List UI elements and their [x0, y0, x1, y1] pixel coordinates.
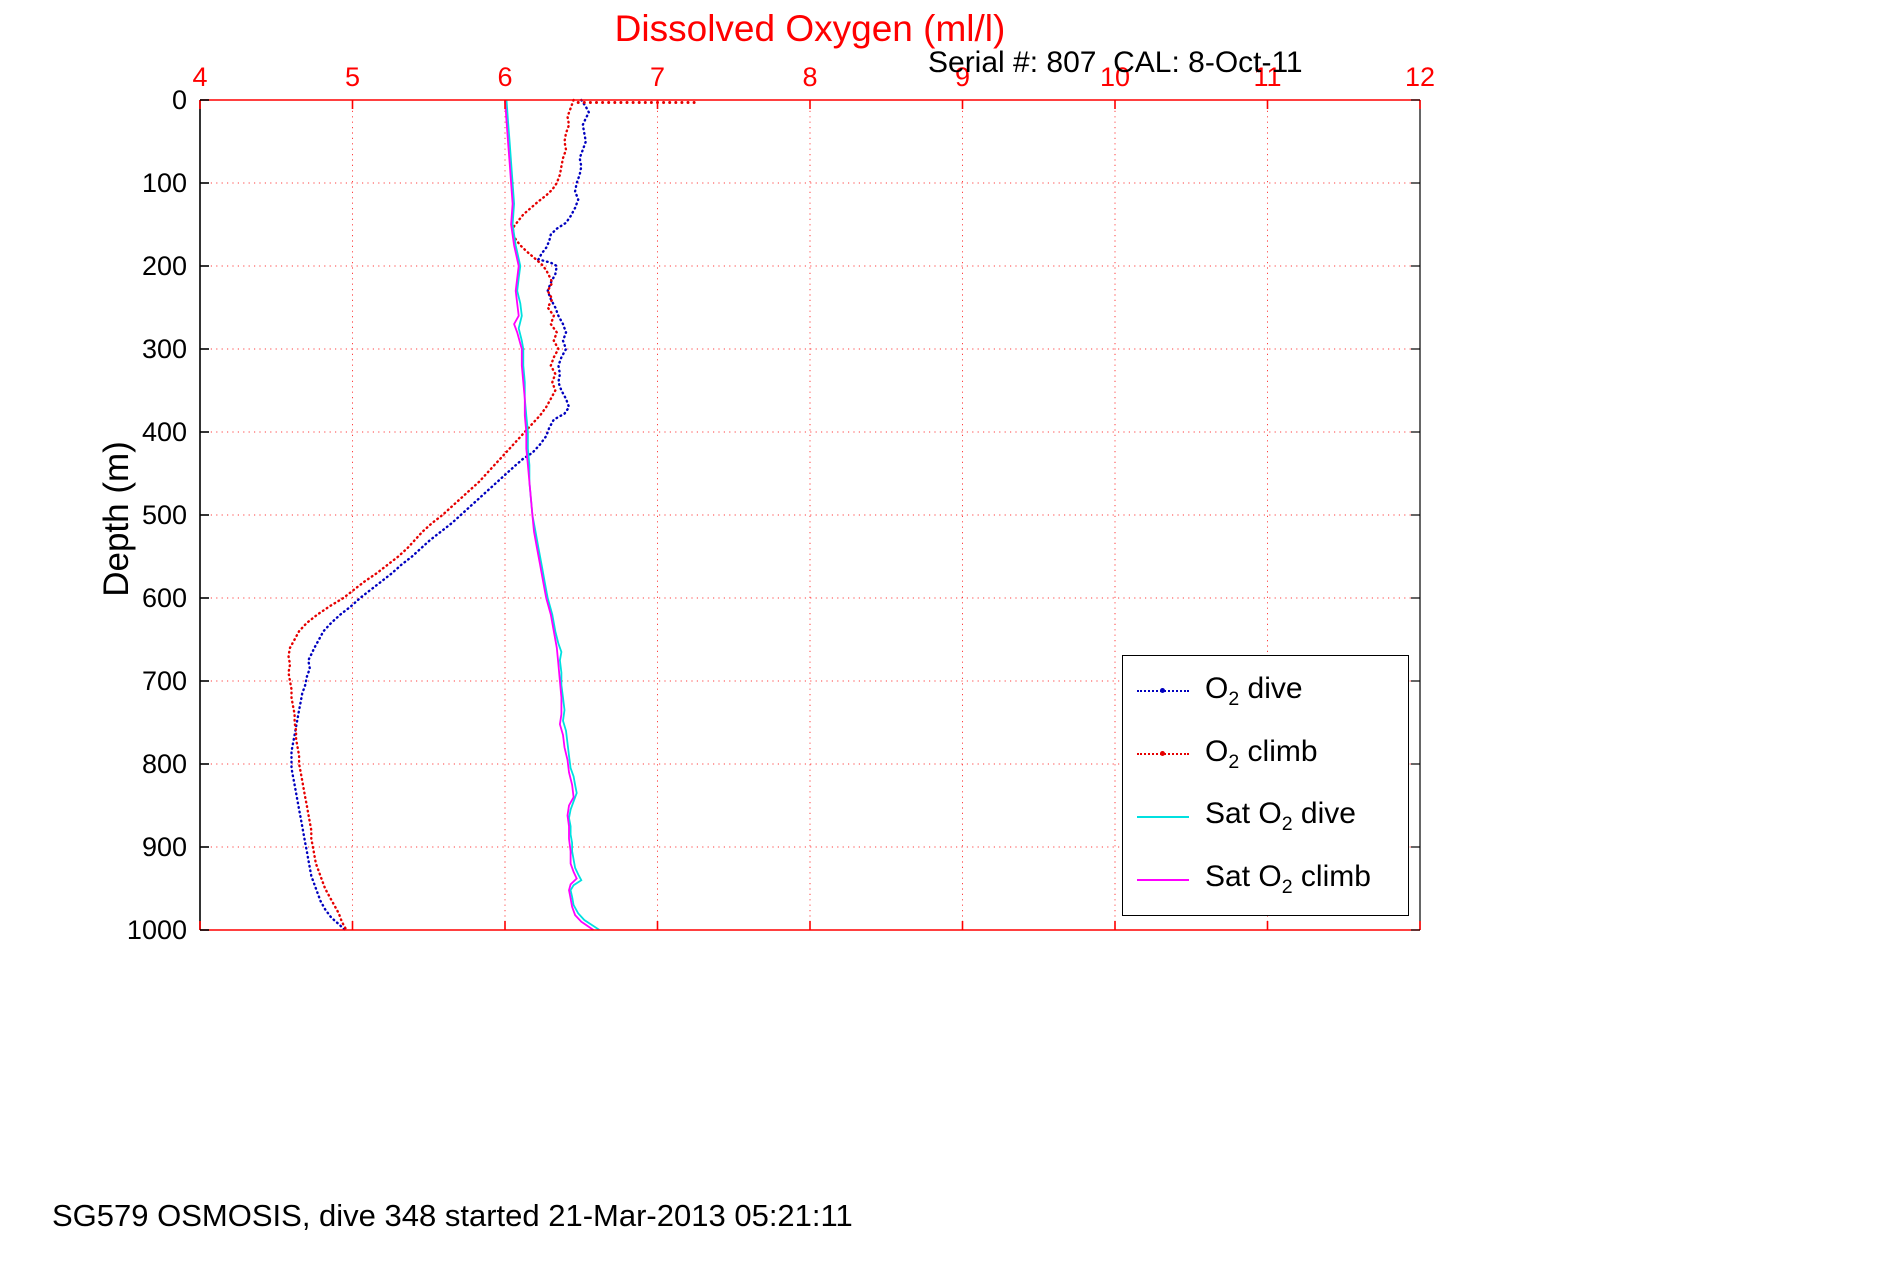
serial-annotation: Serial #: 807 CAL: 8-Oct-11	[928, 46, 1303, 79]
legend-line-sample	[1137, 688, 1189, 694]
series-sat-o2-climb	[504, 99, 595, 931]
x-tick-label: 11	[1253, 62, 1281, 92]
x-tick-label: 12	[1405, 62, 1435, 92]
series-sat-o2-dive	[505, 99, 600, 931]
chart-title: Dissolved Oxygen (ml/l)	[614, 8, 1006, 49]
legend-item-sat-o2-dive: Sat O2 dive	[1123, 787, 1408, 847]
y-tick-label: 0	[172, 85, 187, 115]
surface-scatter-point	[643, 100, 647, 104]
legend-line-sample	[1137, 878, 1189, 882]
x-tick-label: 9	[955, 62, 970, 92]
legend-label: O2 climb	[1205, 734, 1318, 773]
legend-label: O2 dive	[1205, 671, 1303, 710]
legend-item-o2-dive: O2 dive	[1123, 661, 1408, 721]
y-tick-label: 800	[142, 749, 187, 779]
surface-scatter-point	[680, 100, 684, 104]
x-tick-label: 10	[1100, 62, 1130, 92]
surface-scatter-point	[692, 100, 696, 104]
y-tick-label: 600	[142, 583, 187, 613]
surface-scatter-point	[588, 100, 592, 104]
y-tick-label: 400	[142, 417, 187, 447]
surface-scatter-point	[601, 100, 605, 104]
y-tick-label: 500	[142, 500, 187, 530]
legend-item-sat-o2-climb: Sat O2 climb	[1123, 850, 1408, 910]
y-tick-label: 200	[142, 251, 187, 281]
x-tick-label: 7	[650, 62, 665, 92]
surface-scatter-point	[576, 100, 580, 104]
series-o2-climb	[287, 98, 575, 932]
surface-scatter-point	[637, 100, 641, 104]
y-tick-label: 100	[142, 168, 187, 198]
surface-scatter-point	[631, 100, 635, 104]
surface-scatter-point	[649, 100, 653, 104]
y-tick-label: 1000	[127, 915, 187, 945]
surface-scatter-point	[686, 100, 690, 104]
x-tick-label: 8	[802, 62, 817, 92]
surface-scatter-point	[619, 100, 623, 104]
legend-line-sample	[1137, 751, 1189, 757]
series-o2-dive	[290, 98, 591, 932]
footer-caption: SG579 OSMOSIS, dive 348 started 21-Mar-2…	[52, 1198, 853, 1233]
x-tick-label: 6	[497, 62, 512, 92]
legend: O2 dive O2 climb Sat O2 dive Sat O2 clim…	[1122, 655, 1409, 916]
x-tick-label: 4	[192, 62, 207, 92]
y-tick-label: 300	[142, 334, 187, 364]
surface-scatter-point	[668, 100, 672, 104]
legend-label: Sat O2 dive	[1205, 797, 1356, 836]
surface-scatter-point	[674, 100, 678, 104]
legend-line-sample	[1137, 815, 1189, 819]
y-axis-label: Depth (m)	[97, 441, 136, 597]
surface-scatter-point	[625, 100, 629, 104]
legend-item-o2-climb: O2 climb	[1123, 724, 1408, 784]
surface-scatter-point	[662, 100, 666, 104]
y-tick-label: 700	[142, 666, 187, 696]
surface-scatter-point	[613, 100, 617, 104]
x-tick-label: 5	[345, 62, 360, 92]
surface-scatter-point	[607, 100, 611, 104]
y-tick-label: 900	[142, 832, 187, 862]
surface-scatter-point	[595, 100, 598, 104]
legend-label: Sat O2 climb	[1205, 860, 1371, 899]
surface-scatter-point	[582, 100, 586, 104]
